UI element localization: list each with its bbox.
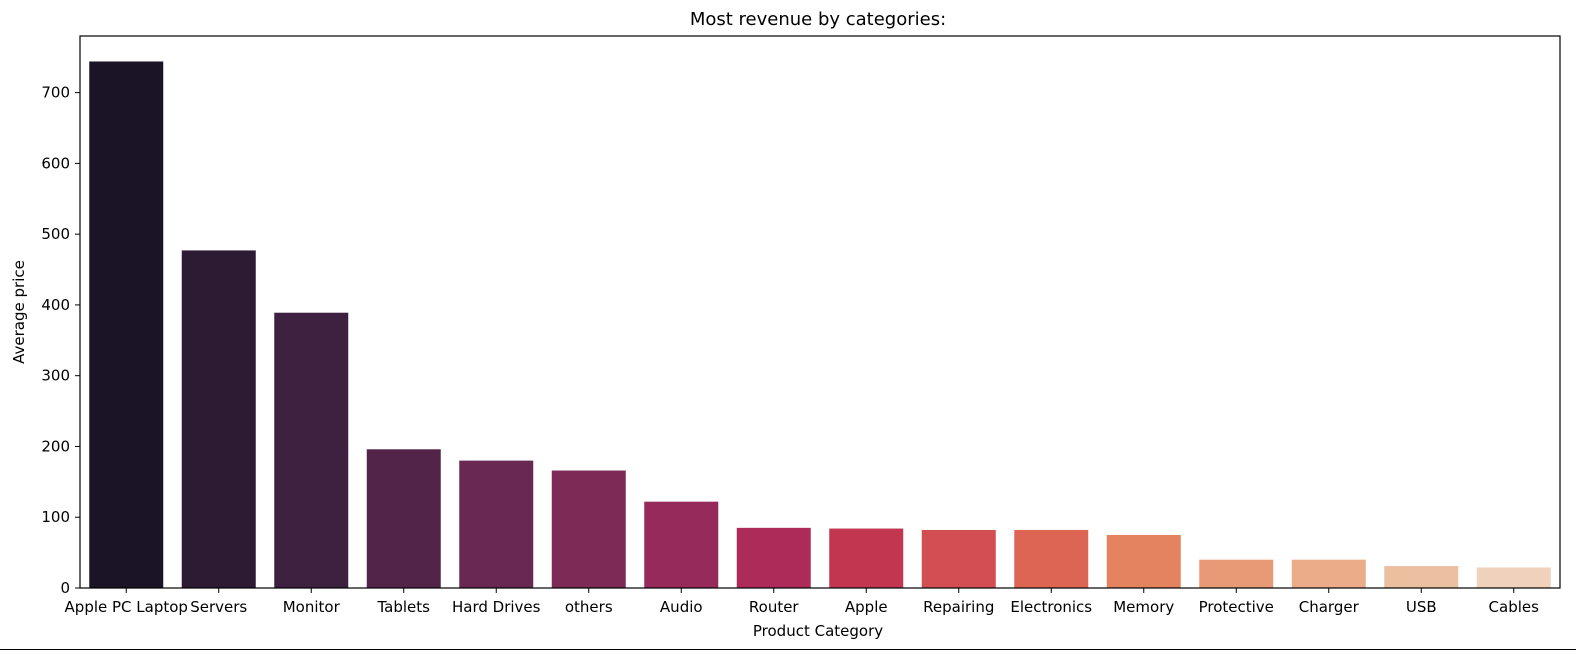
x-axis: Apple PC Laptop Servers Monitor Tablets Hard… xyxy=(65,588,1540,616)
x-tick-label: Memory xyxy=(1113,598,1174,616)
x-tick-label: Servers xyxy=(190,598,247,616)
bar-others xyxy=(552,471,626,588)
bar-protective xyxy=(1199,560,1273,588)
y-tick-label: 400 xyxy=(41,296,70,314)
bar-cables xyxy=(1477,567,1551,588)
bar-repairing xyxy=(922,530,996,588)
x-tick-label: Protective xyxy=(1199,598,1274,616)
chart-title: Most revenue by categories: xyxy=(690,9,946,30)
bar-hard-drives xyxy=(459,461,533,588)
bar-monitor xyxy=(274,313,348,588)
x-tick-label: others xyxy=(565,598,613,616)
x-tick-label: Tablets xyxy=(377,598,431,616)
bar-memory xyxy=(1107,535,1181,588)
x-axis-label: Product Category xyxy=(753,622,883,640)
bar-audio xyxy=(644,502,718,588)
bar-servers xyxy=(182,250,256,588)
bar-electronics xyxy=(1014,530,1088,588)
x-tick-label: Apple xyxy=(845,598,888,616)
bar-router xyxy=(737,528,811,588)
bar-usb xyxy=(1384,566,1458,588)
y-tick-label: 100 xyxy=(41,508,70,526)
x-tick-label: Cables xyxy=(1489,598,1540,616)
y-axis: 0 100 200 300 400 500 600 700 xyxy=(41,84,80,597)
bar-apple-pc-laptop xyxy=(89,61,163,588)
x-tick-label: Apple PC Laptop xyxy=(65,598,188,616)
x-tick-label: Router xyxy=(749,598,800,616)
bar-tablets xyxy=(367,449,441,588)
x-tick-label: Repairing xyxy=(923,598,994,616)
y-tick-label: 600 xyxy=(41,154,70,172)
y-tick-label: 300 xyxy=(41,367,70,385)
x-tick-label: Charger xyxy=(1299,598,1360,616)
y-tick-label: 500 xyxy=(41,225,70,243)
x-tick-label: Monitor xyxy=(283,598,341,616)
x-tick-label: Electronics xyxy=(1010,598,1092,616)
x-tick-label: Audio xyxy=(660,598,703,616)
x-tick-label: Hard Drives xyxy=(452,598,541,616)
bar-charger xyxy=(1292,560,1366,588)
bars-group xyxy=(89,61,1551,588)
x-tick-label: USB xyxy=(1406,598,1437,616)
bar-apple xyxy=(829,529,903,588)
y-tick-label: 0 xyxy=(60,579,70,597)
y-tick-label: 700 xyxy=(41,84,70,102)
y-axis-label: Average price xyxy=(10,260,28,364)
y-tick-label: 200 xyxy=(41,437,70,455)
bottom-border xyxy=(0,649,1576,650)
